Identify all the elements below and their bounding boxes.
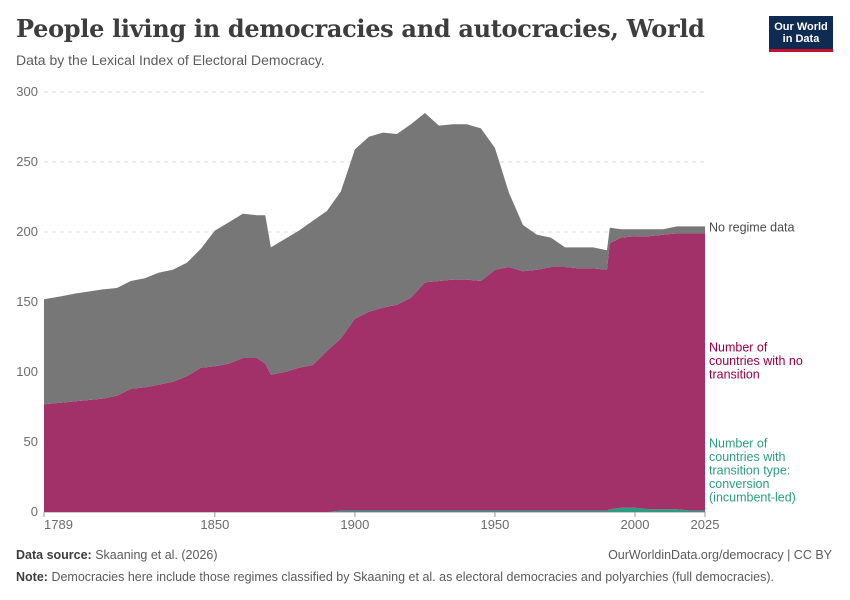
y-tick-label: 300 — [16, 84, 38, 99]
y-tick-label: 50 — [24, 434, 38, 449]
series-label: Number of countries with no transition — [709, 340, 803, 381]
x-axis-ticks: 1789 1850 1900 1950 2000 2025 — [43, 512, 720, 532]
chart-subtitle: Data by the Lexical Index of Electoral D… — [16, 52, 325, 68]
logo-line-1: Our World — [774, 21, 828, 33]
source-text[interactable]: Skaaning et al. (2026) — [95, 548, 218, 562]
note-text: Democracies here include those regimes c… — [51, 570, 775, 584]
y-tick-label: 100 — [16, 364, 38, 379]
x-tick-label: 1950 — [480, 517, 509, 532]
source-label: Data source: — [16, 548, 92, 562]
area-number-of-countries-with-no-transition[interactable] — [44, 233, 705, 512]
source-line: Data source: Skaaning et al. (2026) — [16, 548, 218, 562]
owid-logo[interactable]: Our World in Data — [769, 16, 833, 52]
x-tick-label: 1900 — [340, 517, 369, 532]
x-tick-label: 1850 — [200, 517, 229, 532]
series-labels: Number of countries with transition type: c… — [709, 220, 803, 504]
series-label: No regime data — [709, 220, 795, 234]
y-tick-label: 0 — [31, 504, 38, 519]
area-series — [44, 113, 705, 512]
x-tick-label: 1789 — [44, 517, 73, 532]
chart-title: People living in democracies and autocra… — [16, 14, 705, 43]
x-tick-label: 2025 — [691, 517, 720, 532]
x-tick-label: 2000 — [621, 517, 650, 532]
y-tick-label: 250 — [16, 154, 38, 169]
y-tick-label: 150 — [16, 294, 38, 309]
stacked-area-chart: 0 50 100 150 200 250 300 1789 1850 1900 1950 2000 2… — [16, 84, 803, 532]
area-number-of-countries-with-transition-type-conversion-incumbent-led[interactable] — [44, 507, 705, 512]
area-no-regime-data[interactable] — [44, 113, 705, 405]
y-axis-ticks: 0 50 100 150 200 250 300 — [16, 84, 38, 519]
logo-line-2: in Data — [782, 33, 820, 45]
url-license[interactable]: OurWorldinData.org/democracy | CC BY — [608, 548, 832, 562]
note-line: Note: Democracies here include those reg… — [16, 570, 774, 584]
y-tick-label: 200 — [16, 224, 38, 239]
note-label: Note: — [16, 570, 48, 584]
series-label: Number of countries with transition type: c… — [709, 437, 796, 505]
